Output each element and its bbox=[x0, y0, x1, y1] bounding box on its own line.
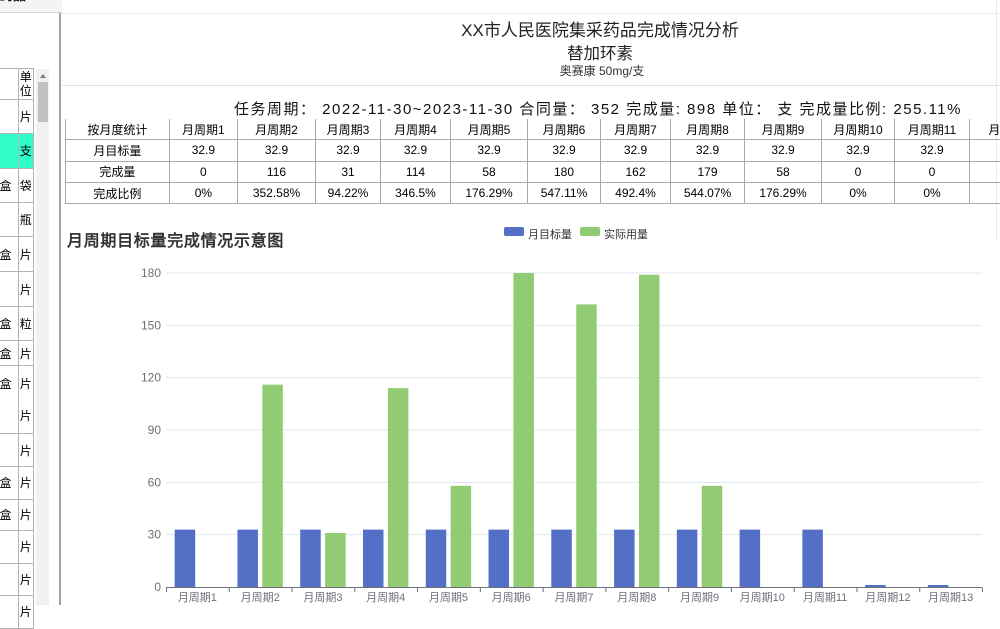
svg-text:月周期13: 月周期13 bbox=[928, 591, 973, 604]
svg-text:月周期8: 月周期8 bbox=[617, 591, 656, 604]
svg-text:月周期1: 月周期1 bbox=[178, 591, 217, 604]
svg-text:月周期4: 月周期4 bbox=[366, 591, 405, 604]
svg-text:月周期5: 月周期5 bbox=[429, 591, 468, 604]
svg-text:150: 150 bbox=[141, 318, 161, 332]
svg-text:月周期10: 月周期10 bbox=[740, 591, 785, 604]
svg-text:120: 120 bbox=[141, 371, 161, 385]
svg-text:180: 180 bbox=[141, 266, 161, 280]
svg-text:月周期6: 月周期6 bbox=[492, 591, 531, 604]
svg-text:月周期2: 月周期2 bbox=[241, 591, 280, 604]
svg-text:月周期11: 月周期11 bbox=[803, 591, 847, 604]
svg-text:0: 0 bbox=[154, 580, 161, 594]
svg-text:90: 90 bbox=[148, 423, 162, 437]
svg-text:30: 30 bbox=[148, 528, 162, 542]
svg-text:月周期9: 月周期9 bbox=[680, 591, 719, 604]
svg-text:月周期3: 月周期3 bbox=[303, 591, 342, 604]
svg-text:月周期12: 月周期12 bbox=[865, 591, 910, 604]
svg-text:月周期7: 月周期7 bbox=[554, 591, 593, 604]
svg-text:60: 60 bbox=[148, 475, 162, 489]
